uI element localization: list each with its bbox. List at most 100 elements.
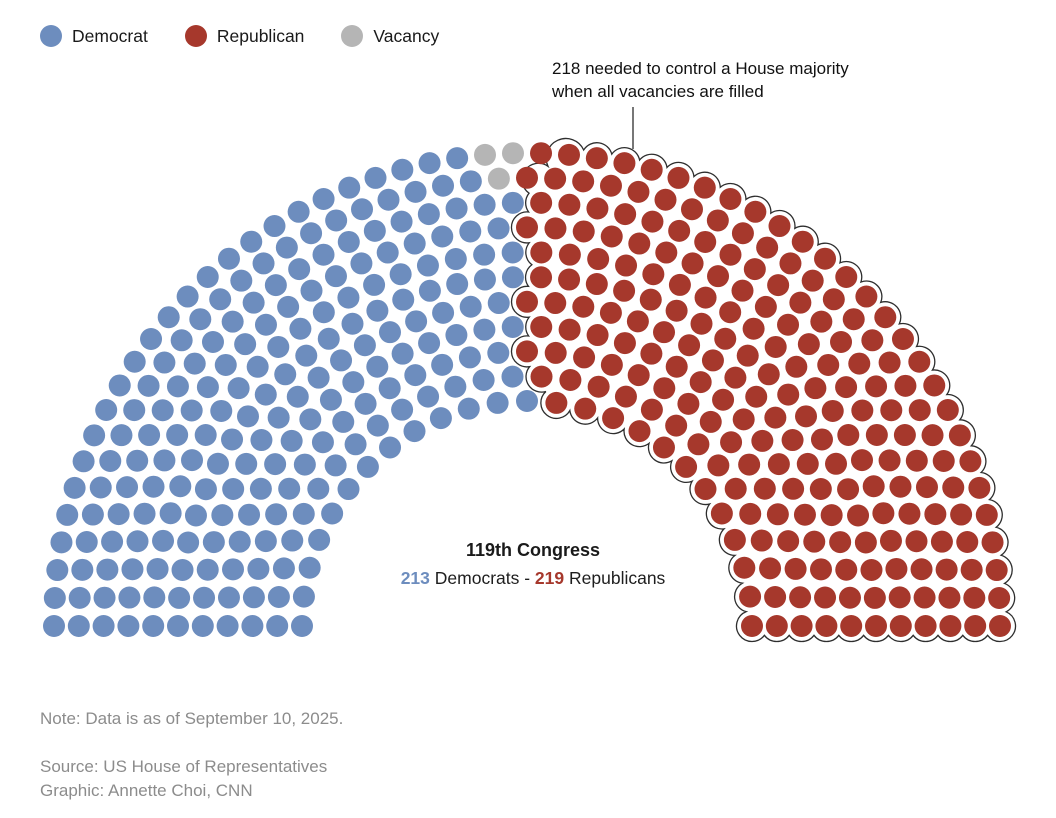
seat-dot [137, 374, 160, 397]
seat-dot [544, 167, 567, 190]
seat-dot [908, 399, 931, 422]
seat-dot [613, 332, 636, 355]
seat-dot [739, 585, 762, 608]
seat-dot [804, 377, 827, 400]
seat-dot [242, 291, 265, 314]
seat-dot [516, 166, 538, 189]
seat-dot [851, 399, 874, 422]
seat-dot [825, 452, 848, 475]
seat-dot [206, 452, 229, 475]
seat-dot [732, 408, 755, 431]
seat-dot [354, 392, 377, 415]
seat-dot [222, 477, 245, 500]
seat-dot [472, 369, 495, 391]
seat-dot [417, 385, 440, 408]
seat-dot [487, 217, 510, 240]
seat-dot [153, 351, 176, 374]
seat-dot [905, 530, 928, 553]
seat-dot [855, 285, 878, 308]
seat-dot [587, 248, 610, 271]
seat-dot [874, 306, 897, 329]
seat-dot [337, 230, 360, 253]
seat-dot [366, 355, 389, 378]
seat-dot [850, 449, 873, 472]
footer-source: Source: US House of Representatives Grap… [40, 755, 327, 803]
seat-dot [558, 318, 581, 341]
seat-dot [733, 556, 756, 579]
seat-dot [810, 310, 833, 333]
seat-dot [292, 502, 315, 525]
seat-dot [640, 342, 663, 365]
seat-dot [146, 557, 169, 580]
seat-dot [939, 615, 962, 637]
seat-dot [241, 615, 264, 637]
seat-dot [377, 188, 400, 211]
footer-note: Note: Data is as of September 10, 2025. [40, 709, 344, 728]
seat-dot [719, 301, 742, 324]
seat-dot [311, 431, 334, 454]
seat-dot [865, 423, 888, 446]
seat-dot [585, 273, 608, 296]
seat-dot [337, 478, 360, 501]
seat-dot [341, 312, 364, 335]
seat-dot [814, 247, 837, 270]
seat-dot [216, 615, 239, 637]
seat-dot [950, 503, 973, 526]
seat-dot [675, 455, 698, 478]
seat-dot [956, 531, 979, 554]
seat-dot [847, 504, 870, 527]
seat-dot [171, 559, 194, 582]
seat-dot [530, 365, 553, 388]
seat-dot [968, 476, 991, 499]
seat-dot [680, 198, 703, 221]
seat-dot [95, 399, 118, 422]
seat-dot [545, 391, 568, 414]
seat-dot [640, 398, 663, 421]
seat-dot [694, 230, 717, 253]
seat-dot [785, 355, 808, 378]
seat-dot [741, 615, 763, 637]
seat-dot [133, 502, 156, 525]
seat-dot [288, 258, 311, 281]
seat-dot [586, 324, 609, 347]
seat-dot [790, 615, 813, 637]
seat-dot [724, 366, 747, 389]
seat-dot [418, 332, 441, 355]
seat-dot [126, 449, 149, 472]
seat-dot [240, 230, 263, 253]
seat-dot [184, 504, 207, 527]
democrat-count: 213 [400, 568, 430, 588]
seat-dot [820, 504, 843, 527]
seat-dot [286, 385, 309, 408]
seat-dot [217, 247, 240, 270]
seat-dot [501, 365, 524, 388]
seat-dot [337, 286, 360, 309]
seat-dot [837, 423, 860, 446]
seat-dot [665, 355, 688, 378]
seat-dot [265, 503, 288, 526]
seat-dot [923, 374, 946, 397]
seat-count-summary: 213 Democrats - 219 Republicans [401, 568, 666, 589]
seat-dot [338, 176, 361, 199]
seat-dot [687, 433, 710, 456]
seat-dot [809, 558, 832, 581]
seat-dot [110, 424, 133, 447]
seat-dot [600, 353, 623, 376]
seat-dot [743, 258, 766, 281]
seat-dot [558, 143, 580, 166]
seat-dot [356, 455, 379, 478]
seat-dot [677, 392, 700, 415]
seat-dot [445, 197, 468, 220]
democrat-swatch-icon [40, 25, 62, 47]
seat-dot [745, 385, 768, 408]
seat-dot [861, 329, 884, 352]
seat-dot [56, 503, 79, 526]
seat-dot [194, 478, 217, 501]
seat-dot [898, 502, 921, 525]
seat-dot [236, 405, 259, 428]
seat-dot [299, 408, 322, 431]
seat-dot [558, 268, 581, 291]
source-line: Source: US House of Representatives [40, 757, 328, 776]
seat-dot [307, 477, 330, 500]
seat-dot [701, 349, 724, 372]
